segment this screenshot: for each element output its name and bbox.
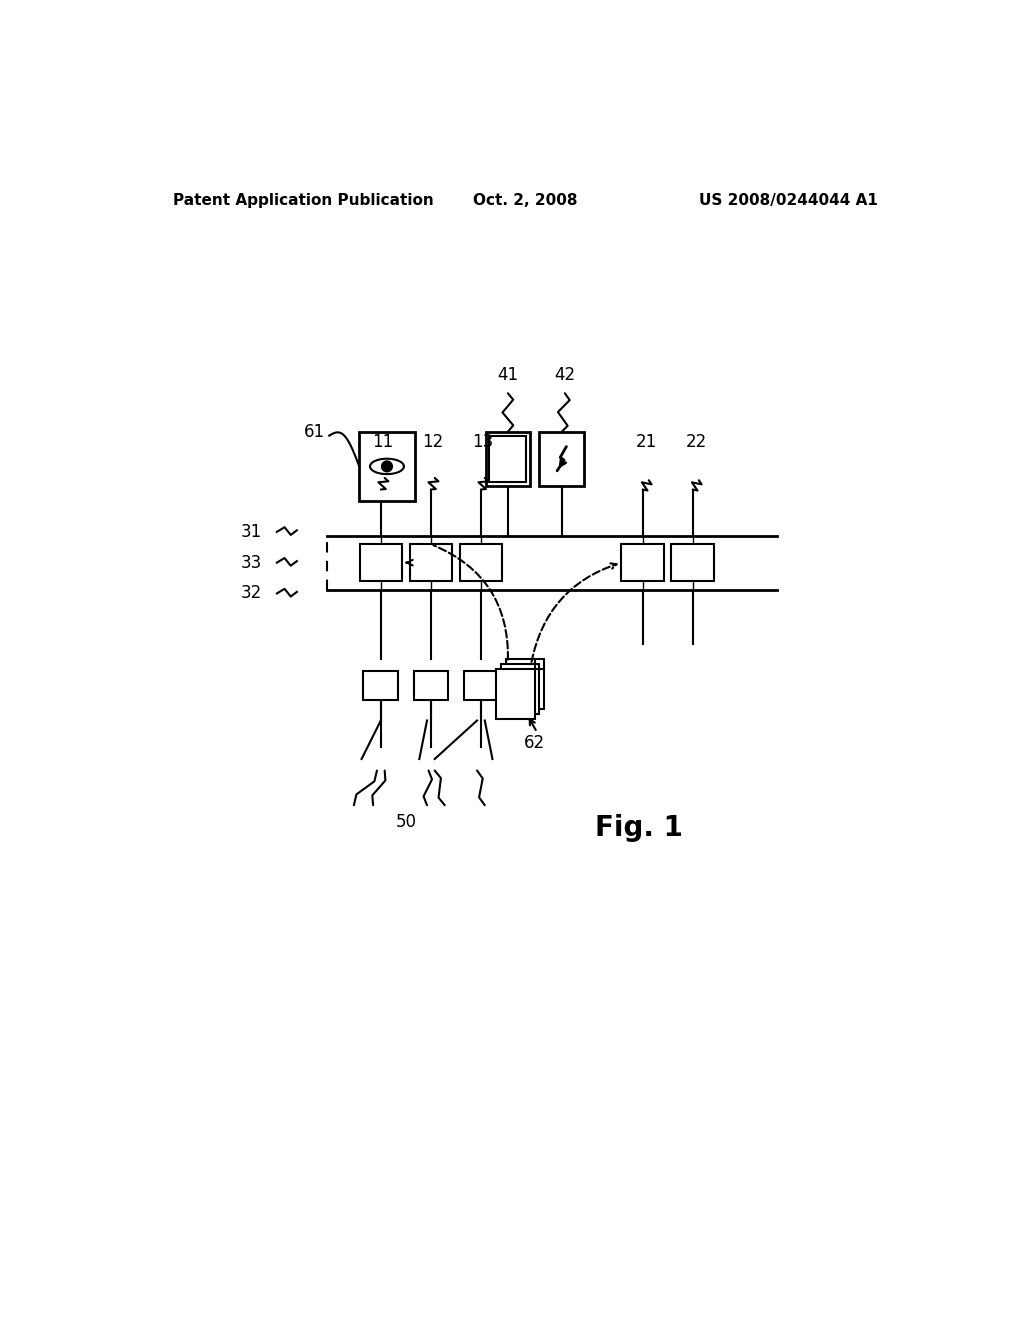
Text: 21: 21 <box>636 433 657 451</box>
Text: 32: 32 <box>241 585 261 602</box>
Bar <box>414 671 449 701</box>
Bar <box>540 432 584 486</box>
Text: 33: 33 <box>241 553 261 572</box>
Bar <box>622 544 664 581</box>
Bar <box>506 659 544 709</box>
Bar <box>359 432 415 502</box>
Text: US 2008/0244044 A1: US 2008/0244044 A1 <box>698 193 878 209</box>
Text: 41: 41 <box>498 366 518 384</box>
Bar <box>359 544 402 581</box>
Text: 61: 61 <box>304 422 326 441</box>
Circle shape <box>382 461 392 471</box>
Text: 42: 42 <box>554 366 575 384</box>
Bar <box>485 432 530 486</box>
Bar <box>501 664 540 714</box>
Text: Oct. 2, 2008: Oct. 2, 2008 <box>472 193 578 209</box>
Text: 31: 31 <box>241 523 261 541</box>
Text: Fig. 1: Fig. 1 <box>595 814 683 842</box>
Text: 50: 50 <box>395 813 417 830</box>
Text: 22: 22 <box>686 433 708 451</box>
Bar <box>489 436 526 482</box>
Bar <box>497 668 535 718</box>
Text: 11: 11 <box>373 433 394 451</box>
Bar <box>464 671 499 701</box>
Bar <box>364 671 398 701</box>
Text: 62: 62 <box>524 734 546 752</box>
Text: 13: 13 <box>473 433 494 451</box>
Bar <box>460 544 502 581</box>
Bar <box>672 544 714 581</box>
Text: 12: 12 <box>423 433 443 451</box>
Bar <box>410 544 452 581</box>
Text: Patent Application Publication: Patent Application Publication <box>173 193 433 209</box>
